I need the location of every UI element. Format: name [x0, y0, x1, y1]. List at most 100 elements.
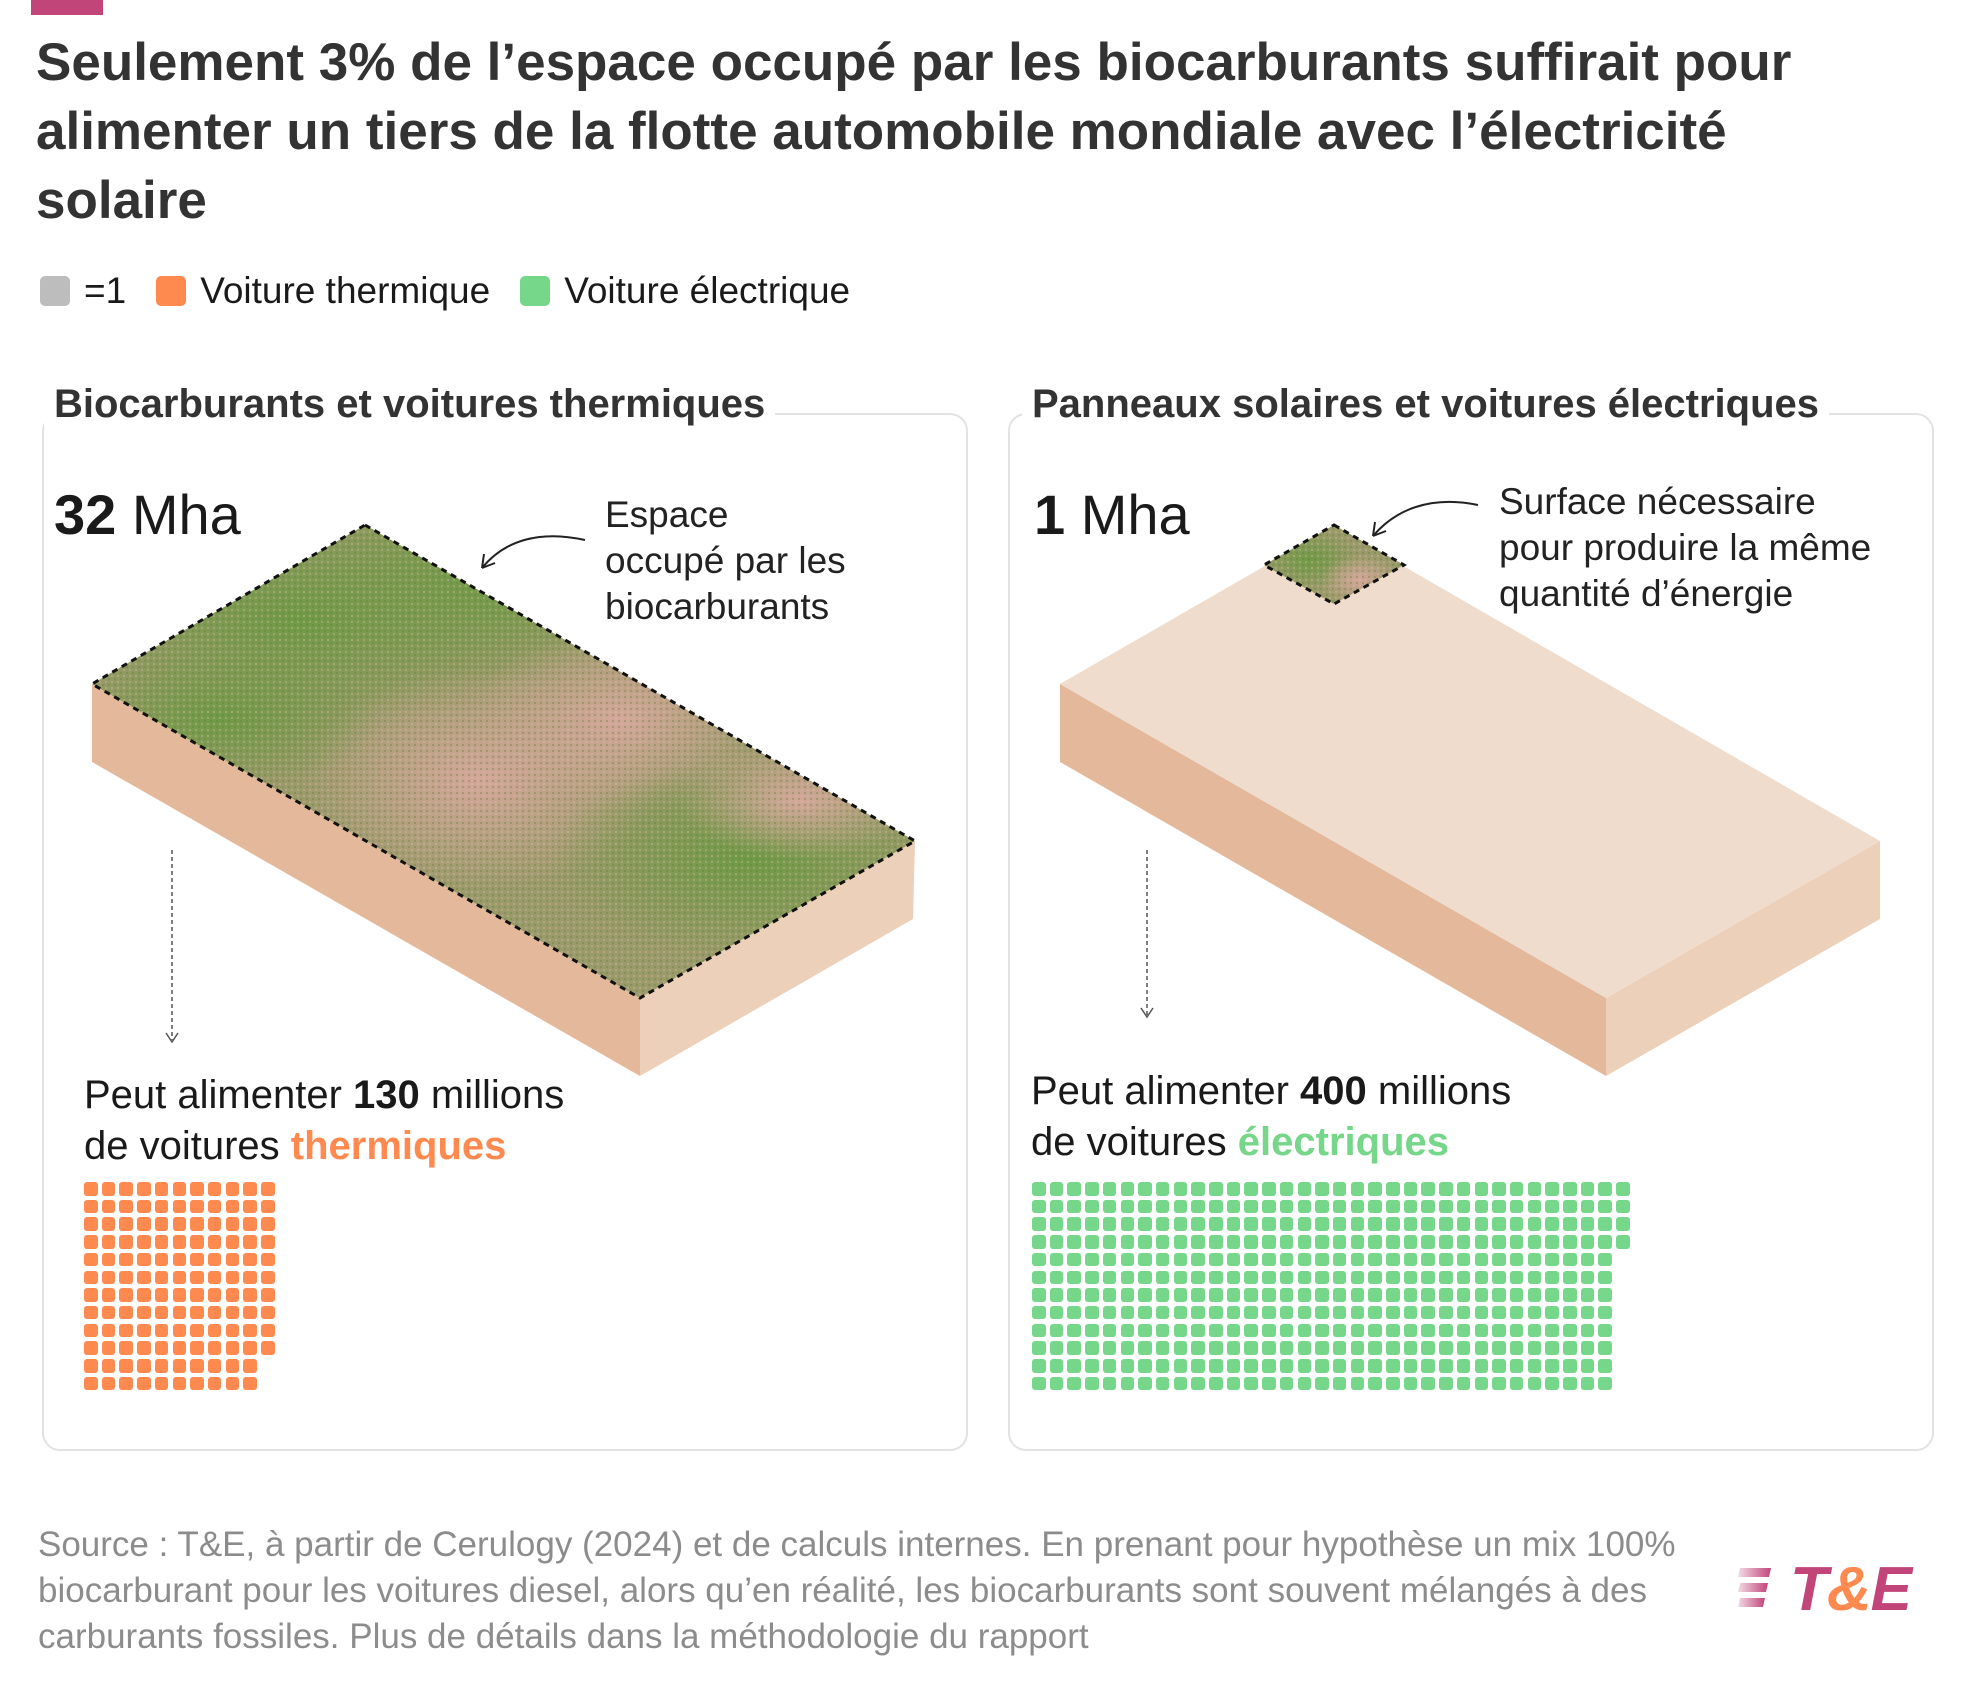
- electric-car-square: [1120, 1376, 1134, 1391]
- electric-car-square: [1563, 1270, 1577, 1284]
- electric-car-square: [1456, 1182, 1471, 1196]
- electric-car-square: [1155, 1376, 1170, 1391]
- electric-car-square: [1067, 1199, 1081, 1214]
- left-area-label: 32 Mha: [54, 482, 241, 547]
- electric-car-square: [1439, 1341, 1453, 1355]
- electric-car-square: [1527, 1376, 1542, 1391]
- left-annotation-arrow: [481, 535, 586, 569]
- thermal-car-square: [137, 1341, 151, 1355]
- thermal-car-square: [172, 1341, 186, 1355]
- electric-car-square: [1527, 1288, 1542, 1302]
- thermal-car-square: [261, 1199, 275, 1214]
- thermal-car-square: [154, 1270, 169, 1284]
- electric-car-square: [1085, 1182, 1099, 1196]
- electric-car-square: [1509, 1199, 1524, 1214]
- electric-car-square: [1598, 1252, 1612, 1267]
- thermal-car-square: [172, 1182, 186, 1196]
- electric-car-square: [1580, 1376, 1595, 1391]
- thermal-car-square: [137, 1235, 151, 1249]
- thermal-car-square: [243, 1376, 257, 1391]
- electric-car-square: [1032, 1182, 1046, 1196]
- thermal-car-square: [101, 1288, 116, 1302]
- right-slab-front-face: [1060, 684, 1606, 1076]
- electric-car-square: [1297, 1359, 1311, 1373]
- thermal-car-square: [207, 1217, 222, 1231]
- thermal-car-square: [225, 1341, 240, 1355]
- electric-car-square: [1032, 1341, 1046, 1355]
- right-area-value: 1: [1034, 483, 1066, 546]
- electric-car-square: [1120, 1199, 1134, 1214]
- electric-car-square: [1563, 1288, 1577, 1302]
- electric-car-square: [1456, 1341, 1471, 1355]
- electric-car-square: [1155, 1323, 1170, 1338]
- electric-car-square: [1386, 1235, 1400, 1249]
- electric-car-square: [1049, 1270, 1064, 1284]
- electric-car-square: [1315, 1182, 1329, 1196]
- electric-car-square: [1049, 1359, 1064, 1373]
- electric-car-square: [1262, 1305, 1276, 1320]
- electric-car-square: [1226, 1252, 1241, 1267]
- electric-car-square: [1403, 1359, 1418, 1373]
- electric-car-square: [1085, 1341, 1099, 1355]
- electric-car-square: [1244, 1199, 1258, 1214]
- electric-car-square: [1244, 1252, 1258, 1267]
- caption-highlight: thermiques: [290, 1124, 507, 1168]
- electric-car-square: [1085, 1235, 1099, 1249]
- electric-car-square: [1138, 1359, 1152, 1373]
- electric-car-square: [1474, 1359, 1488, 1373]
- electric-car-square: [1138, 1376, 1152, 1391]
- electric-car-square: [1032, 1217, 1046, 1231]
- thermal-car-square: [154, 1341, 169, 1355]
- electric-car-square: [1191, 1341, 1205, 1355]
- electric-car-square: [1563, 1341, 1577, 1355]
- electric-car-square: [1049, 1217, 1064, 1231]
- electric-car-square: [1173, 1341, 1188, 1355]
- electric-car-square: [1067, 1341, 1081, 1355]
- electric-car-square: [1368, 1235, 1382, 1249]
- thermal-car-square: [119, 1252, 133, 1267]
- electric-car-square: [1315, 1252, 1329, 1267]
- electric-car-square: [1173, 1182, 1188, 1196]
- electric-car-square: [1386, 1270, 1400, 1284]
- electric-car-square: [1209, 1359, 1223, 1373]
- thermal-car-square: [207, 1359, 222, 1373]
- thermal-car-square: [190, 1270, 204, 1284]
- thermal-car-square: [207, 1341, 222, 1355]
- electric-car-square: [1509, 1341, 1524, 1355]
- electric-car-square: [1545, 1199, 1559, 1214]
- electric-car-square: [1368, 1341, 1382, 1355]
- annotation-line: quantité d’énergie: [1499, 573, 1794, 614]
- electric-car-square: [1439, 1252, 1453, 1267]
- electric-car-square: [1456, 1305, 1471, 1320]
- electric-car-square: [1173, 1288, 1188, 1302]
- electric-car-square: [1456, 1270, 1471, 1284]
- electric-car-square: [1332, 1305, 1347, 1320]
- electric-car-square: [1120, 1359, 1134, 1373]
- electric-car-square: [1191, 1235, 1205, 1249]
- electric-car-square: [1244, 1270, 1258, 1284]
- electric-car-square: [1226, 1359, 1241, 1373]
- electric-car-square: [1085, 1199, 1099, 1214]
- electric-car-square: [1297, 1252, 1311, 1267]
- electric-car-square: [1049, 1182, 1064, 1196]
- electric-car-square: [1403, 1323, 1418, 1338]
- electric-car-square: [1403, 1376, 1418, 1391]
- thermal-car-square: [261, 1235, 275, 1249]
- electric-car-square: [1386, 1182, 1400, 1196]
- electric-car-square: [1262, 1182, 1276, 1196]
- electric-car-square: [1315, 1288, 1329, 1302]
- electric-car-square: [1474, 1288, 1488, 1302]
- electric-car-square: [1474, 1270, 1488, 1284]
- electric-car-square: [1474, 1252, 1488, 1267]
- thermal-car-square: [207, 1305, 222, 1320]
- electric-car-square: [1155, 1199, 1170, 1214]
- electric-car-square: [1474, 1305, 1488, 1320]
- electric-car-square: [1616, 1182, 1630, 1196]
- electric-car-square: [1368, 1182, 1382, 1196]
- thermal-car-square: [261, 1323, 275, 1338]
- annotation-line: Espace: [605, 494, 729, 535]
- electric-car-square: [1386, 1288, 1400, 1302]
- electric-car-square: [1209, 1323, 1223, 1338]
- electric-car-square: [1244, 1359, 1258, 1373]
